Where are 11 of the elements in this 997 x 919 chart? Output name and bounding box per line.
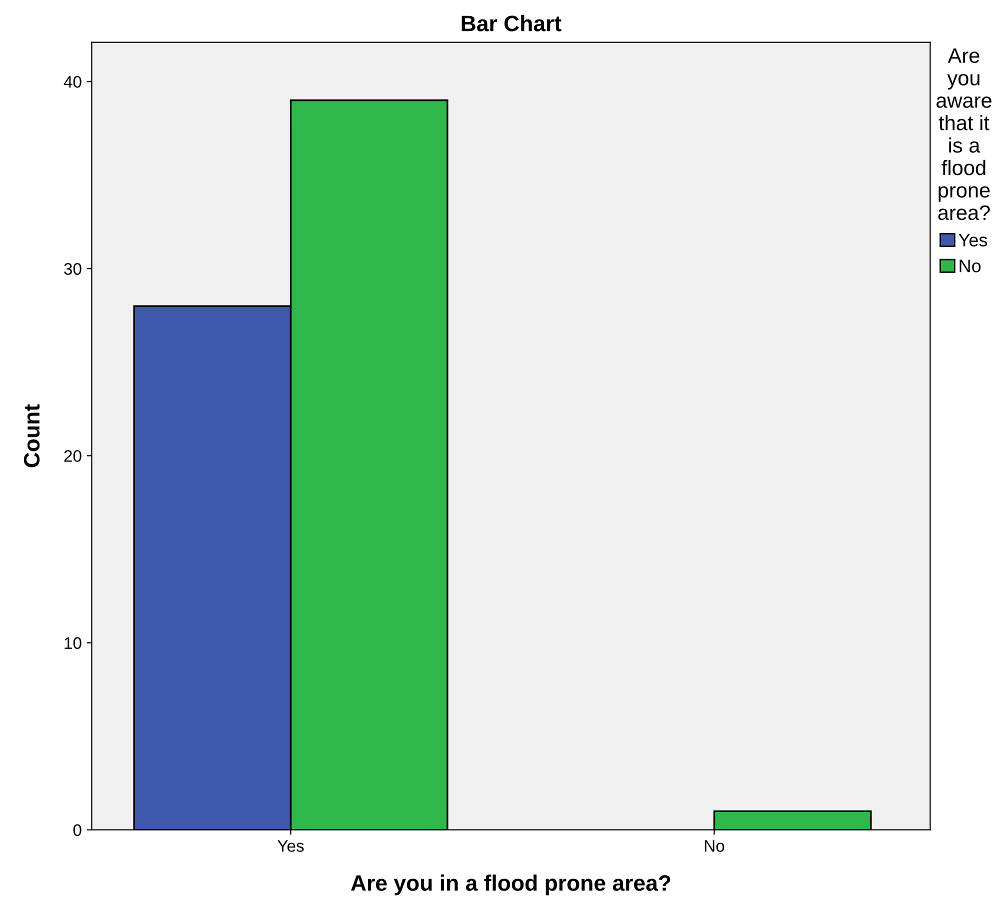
y-tick-label: 10 (64, 637, 82, 649)
chart-title: Bar Chart (462, 15, 562, 32)
legend-label: Yes (958, 234, 988, 246)
x-axis-title: Are you in a flood prone area? (351, 874, 670, 896)
y-axis-title: Count (24, 404, 40, 468)
y-tick-label: 40 (64, 76, 82, 88)
y-tick-label: 20 (64, 450, 82, 462)
legend-title: Are you aware that it is a flood prone area? (936, 48, 992, 220)
y-tick-label: 0 (73, 824, 82, 836)
legend-label: No (960, 260, 981, 272)
y-tick-label: 30 (64, 263, 82, 275)
